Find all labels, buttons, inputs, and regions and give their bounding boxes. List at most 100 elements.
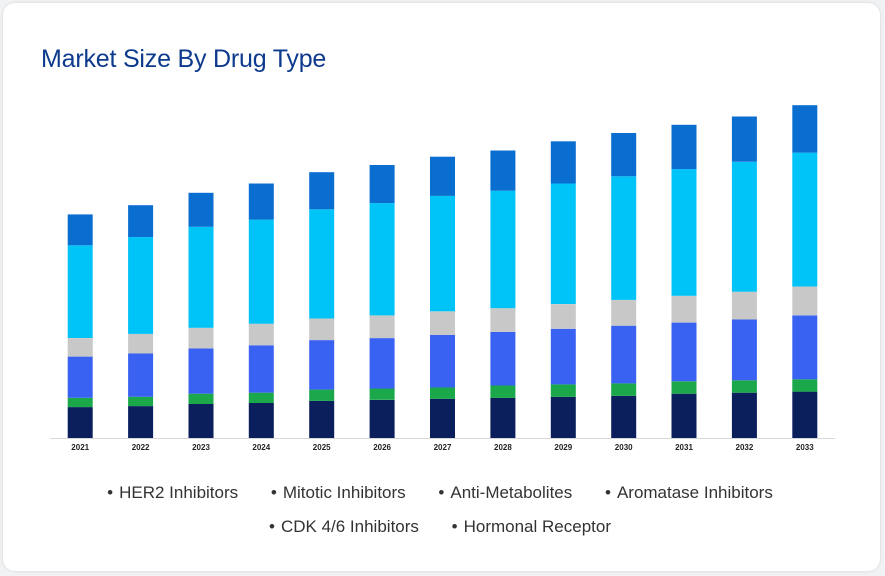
bar-segment-hormonal-receptor-2033 (792, 105, 818, 153)
bar-segment-cdk-4-6-inhibitors-2031 (671, 169, 697, 296)
bar-segment-hormonal-receptor-2029 (550, 141, 576, 184)
bar-segment-hormonal-receptor-2027 (430, 156, 455, 196)
bar-segment-aromatase-inhibitors-2029 (550, 304, 576, 329)
bar-segment-aromatase-inhibitors-2021 (67, 338, 93, 357)
legend-bullet: • (604, 483, 611, 502)
bar-segment-cdk-4-6-inhibitors-2026 (369, 203, 395, 316)
bar-segment-mitotic-inhibitors-2026 (369, 388, 395, 400)
legend-bullet: • (451, 517, 458, 536)
bar-segment-her2-inhibitors-2031 (671, 393, 697, 438)
bar-segment-anti-metabolites-2031 (671, 322, 697, 382)
legend-bullet: • (269, 517, 275, 536)
bar-segment-aromatase-inhibitors-2032 (731, 291, 757, 320)
bar-segment-aromatase-inhibitors-2025 (309, 318, 335, 341)
legend-label: Aromatase Inhibitors (616, 483, 773, 502)
bar-segment-mitotic-inhibitors-2032 (731, 380, 757, 393)
bar-segment-aromatase-inhibitors-2027 (430, 311, 455, 335)
legend-item-hormonal: • Hormonal Receptor (452, 510, 611, 544)
legend-label: Mitotic Inhibitors (282, 483, 406, 502)
bar-segment-mitotic-inhibitors-2033 (792, 379, 818, 392)
legend-label: Anti-Metabolites (450, 483, 573, 502)
legend-item-anti-metabolites: • Anti-Metabolites (438, 476, 572, 510)
bar-segment-mitotic-inhibitors-2027 (430, 387, 455, 399)
bar-segment-hormonal-receptor-2024 (248, 183, 274, 220)
bar-segment-anti-metabolites-2023 (188, 348, 214, 394)
bar-segment-anti-metabolites-2027 (430, 335, 455, 388)
bar-segment-aromatase-inhibitors-2028 (490, 308, 516, 332)
bar-segment-cdk-4-6-inhibitors-2032 (731, 161, 757, 292)
x-tick-label: 2033 (796, 443, 814, 452)
bar-segment-cdk-4-6-inhibitors-2027 (430, 195, 455, 312)
bar-segment-her2-inhibitors-2030 (611, 395, 637, 438)
bar-segment-mitotic-inhibitors-2021 (67, 397, 93, 408)
bar-segment-her2-inhibitors-2022 (128, 406, 154, 438)
x-tick-label: 2028 (494, 443, 512, 452)
bar-segment-hormonal-receptor-2022 (128, 205, 154, 238)
bar-segment-mitotic-inhibitors-2031 (671, 381, 697, 394)
legend-item-her2: • HER2 Inhibitors (107, 476, 238, 510)
bar-segment-mitotic-inhibitors-2024 (248, 392, 274, 403)
chart-legend: • HER2 Inhibitors • Mitotic Inhibitors • An… (40, 476, 840, 544)
bar-segment-anti-metabolites-2033 (792, 315, 818, 380)
bar-segment-cdk-4-6-inhibitors-2025 (309, 209, 335, 319)
bar-segment-her2-inhibitors-2024 (248, 403, 274, 438)
bar-segment-anti-metabolites-2025 (309, 340, 335, 390)
bar-segment-anti-metabolites-2026 (369, 338, 395, 389)
bar-segment-her2-inhibitors-2028 (490, 397, 516, 438)
bar-segment-cdk-4-6-inhibitors-2024 (248, 219, 274, 324)
bar-segment-aromatase-inhibitors-2024 (248, 323, 274, 346)
bar-segment-hormonal-receptor-2023 (188, 192, 214, 227)
bar-segment-her2-inhibitors-2032 (731, 392, 757, 438)
bar-segment-her2-inhibitors-2033 (792, 391, 818, 438)
legend-item-aromatase: • Aromatase Inhibitors (605, 476, 773, 510)
x-tick-label: 2031 (675, 443, 693, 452)
bar-segment-mitotic-inhibitors-2029 (550, 384, 576, 397)
x-tick-label: 2032 (736, 443, 754, 452)
x-tick-label: 2022 (132, 443, 150, 452)
legend-label: CDK 4/6 Inhibitors (280, 517, 419, 536)
chart-title: Market Size By Drug Type (41, 45, 327, 73)
bar-segment-aromatase-inhibitors-2023 (188, 327, 214, 349)
legend-bullet: • (438, 483, 445, 502)
legend-bullet: • (107, 483, 114, 502)
bar-segment-anti-metabolites-2028 (490, 331, 516, 386)
bar-segment-hormonal-receptor-2025 (309, 172, 335, 210)
bar-segment-mitotic-inhibitors-2028 (490, 385, 516, 398)
bar-segment-aromatase-inhibitors-2031 (671, 295, 697, 323)
x-tick-label: 2029 (554, 443, 572, 452)
x-tick-label: 2024 (252, 443, 270, 452)
bar-segment-anti-metabolites-2030 (611, 325, 637, 384)
bar-segment-aromatase-inhibitors-2033 (792, 286, 818, 316)
bar-segment-her2-inhibitors-2021 (67, 407, 93, 438)
x-tick-label: 2025 (313, 443, 331, 452)
bar-segment-cdk-4-6-inhibitors-2022 (128, 237, 154, 334)
bar-segment-her2-inhibitors-2027 (430, 398, 455, 438)
bar-segment-her2-inhibitors-2029 (550, 396, 576, 438)
bar-segment-cdk-4-6-inhibitors-2030 (611, 176, 637, 300)
bar-segment-aromatase-inhibitors-2030 (611, 299, 637, 326)
bar-segment-mitotic-inhibitors-2025 (309, 389, 335, 401)
bar-segment-aromatase-inhibitors-2026 (369, 315, 395, 339)
bar-segment-hormonal-receptor-2021 (67, 214, 93, 246)
x-tick-label: 2021 (71, 443, 89, 452)
bar-segment-mitotic-inhibitors-2023 (188, 393, 214, 404)
bar-segment-anti-metabolites-2029 (550, 328, 576, 385)
bar-segment-cdk-4-6-inhibitors-2021 (67, 245, 93, 338)
bar-segment-cdk-4-6-inhibitors-2028 (490, 190, 516, 309)
legend-item-mitotic: • Mitotic Inhibitors (271, 476, 406, 510)
bar-segment-cdk-4-6-inhibitors-2029 (550, 183, 576, 304)
x-tick-label: 2026 (373, 443, 391, 452)
bar-segment-cdk-4-6-inhibitors-2023 (188, 226, 214, 328)
bar-segment-anti-metabolites-2022 (128, 353, 154, 397)
legend-bullet: • (270, 483, 277, 502)
x-tick-label: 2023 (192, 443, 210, 452)
bar-segment-cdk-4-6-inhibitors-2033 (792, 152, 818, 287)
bar-segment-anti-metabolites-2024 (248, 345, 274, 393)
x-tick-label: 2030 (615, 443, 633, 452)
legend-label: Hormonal Receptor (463, 517, 611, 536)
bar-segment-her2-inhibitors-2026 (369, 399, 395, 438)
bar-segment-mitotic-inhibitors-2022 (128, 396, 154, 407)
bar-segment-hormonal-receptor-2026 (369, 165, 395, 204)
bar-segment-anti-metabolites-2032 (731, 319, 757, 381)
